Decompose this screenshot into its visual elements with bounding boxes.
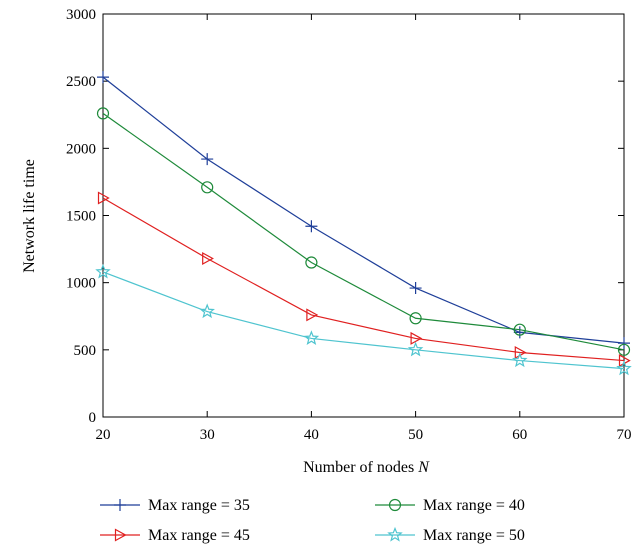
x-tick-label: 40 (304, 427, 319, 443)
y-tick-label: 2000 (66, 141, 96, 157)
x-axis: 20 30 40 50 60 70 (96, 14, 632, 443)
x-tick-label: 60 (512, 427, 527, 443)
series-layer (95, 71, 632, 376)
plot-border (102, 13, 625, 418)
legend: Max range = 35 Max range = 40 Max range = … (100, 497, 525, 544)
data-point (410, 331, 423, 345)
legend-marker (114, 528, 127, 542)
legend-marker (388, 498, 402, 512)
data-point (513, 326, 526, 339)
data-point (618, 337, 630, 350)
data-point (95, 263, 111, 279)
y-axis: 0 500 1000 1500 2000 2500 3000 (66, 7, 624, 426)
x-tick-label: 70 (617, 427, 632, 443)
data-point (512, 352, 528, 368)
x-tick-label: 50 (408, 427, 423, 443)
data-point (202, 251, 214, 266)
legend-item: Max range = 50 (375, 526, 525, 544)
y-tick-label: 3000 (66, 7, 96, 23)
x-axis-title-text: Number of nodes (303, 459, 414, 476)
legend-marker (387, 526, 403, 542)
data-point (305, 220, 318, 233)
legend-item: Max range = 40 (375, 497, 525, 514)
series-4 (95, 263, 632, 376)
series-2 (96, 107, 631, 356)
data-point (303, 330, 320, 346)
data-point (407, 341, 424, 357)
data-point (513, 323, 526, 336)
y-tick-label: 2500 (66, 74, 96, 90)
y-tick-label: 1000 (66, 276, 96, 292)
data-point (201, 153, 214, 166)
legend-label: Max range = 40 (423, 497, 525, 514)
legend-label: Max range = 45 (148, 527, 250, 544)
y-tick-label: 0 (89, 410, 97, 426)
data-point (617, 343, 631, 356)
legend-item: Max range = 45 (100, 527, 250, 544)
x-tick-label: 30 (200, 427, 215, 443)
data-point (409, 312, 422, 325)
data-point (305, 256, 318, 269)
x-tick-label: 20 (96, 427, 111, 443)
data-point (409, 282, 422, 295)
data-point (97, 191, 110, 205)
legend-marker (114, 499, 126, 511)
data-point (616, 360, 632, 376)
data-point (199, 303, 215, 319)
legend-label: Max range = 50 (423, 527, 525, 544)
series-3 (97, 191, 631, 368)
series-line (102, 271, 625, 370)
y-tick-label: 1500 (66, 209, 96, 225)
x-axis-title: Number of nodes N (303, 459, 430, 476)
y-axis-title: Network life time (21, 159, 38, 273)
x-axis-title-variable: N (417, 459, 430, 476)
data-point (96, 107, 110, 120)
data-point (201, 181, 214, 194)
plot-frame (102, 13, 625, 418)
legend-item: Max range = 35 (100, 497, 250, 514)
series-line (102, 76, 625, 344)
series-line (102, 112, 625, 351)
series-line (102, 197, 625, 362)
data-point (306, 308, 319, 322)
y-tick-label: 500 (74, 343, 97, 359)
data-point (97, 71, 109, 84)
legend-label: Max range = 35 (148, 497, 250, 514)
series-1 (97, 71, 630, 350)
